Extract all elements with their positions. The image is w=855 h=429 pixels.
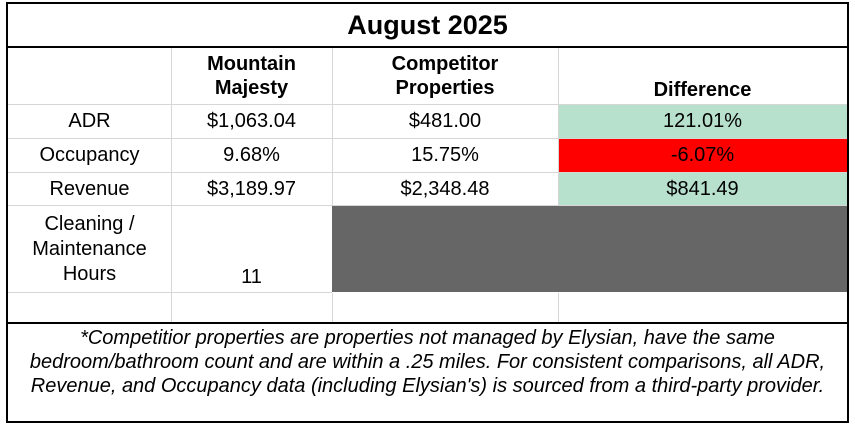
empty-row-cell-a[interactable]	[8, 293, 171, 322]
table-title: August 2025	[8, 4, 847, 48]
grid-line	[171, 48, 172, 322]
cell-adr-mountain[interactable]: $1,063.04	[207, 110, 296, 132]
row-label-revenue[interactable]: Revenue	[49, 177, 130, 200]
empty-row-cell-b[interactable]	[171, 293, 332, 322]
cell-occupancy-difference[interactable]: -6.07%	[558, 139, 847, 172]
cell-occupancy-mountain[interactable]: 9.68%	[223, 144, 280, 166]
row-label-cleaning-hours[interactable]: Cleaning / Maintenance Hours	[32, 212, 147, 285]
grid-line	[558, 293, 559, 322]
row-label-occupancy[interactable]: Occupancy	[39, 144, 140, 166]
empty-row-cell-d[interactable]	[558, 293, 847, 322]
greyed-out-cells	[332, 206, 847, 292]
grid-line	[8, 205, 847, 206]
cell-adr-difference[interactable]: 121.01%	[558, 105, 847, 138]
cell-revenue-competitor[interactable]: $2,348.48	[400, 177, 490, 200]
row-label-adr[interactable]: ADR	[68, 110, 111, 132]
cell-occupancy-competitor[interactable]: 15.75%	[411, 144, 479, 166]
grid-line	[8, 172, 847, 173]
header-mountain-majesty[interactable]: Mountain Majesty	[207, 53, 296, 99]
cell-adr-competitor[interactable]: $481.00	[408, 110, 482, 132]
grid-line	[332, 48, 333, 206]
header-competitor-properties[interactable]: Competitor Properties	[391, 53, 499, 99]
grid-line	[8, 292, 332, 293]
empty-row-cell-c[interactable]	[332, 293, 558, 322]
cell-revenue-difference[interactable]: $841.49	[558, 173, 847, 205]
grid-line	[558, 48, 559, 206]
header-difference[interactable]: Difference	[653, 79, 752, 101]
header-empty-cell[interactable]	[8, 48, 171, 104]
grid-line	[8, 104, 847, 105]
cell-revenue-mountain[interactable]: $3,189.97	[207, 177, 296, 200]
cell-cleaning-mountain[interactable]: 11	[241, 266, 262, 288]
grid-line	[332, 293, 333, 322]
footnote[interactable]: *Competitior properties are properties n…	[8, 322, 847, 421]
grid-line	[8, 138, 847, 139]
comparison-table: August 2025 Mountain Majesty Competitor …	[6, 2, 849, 423]
